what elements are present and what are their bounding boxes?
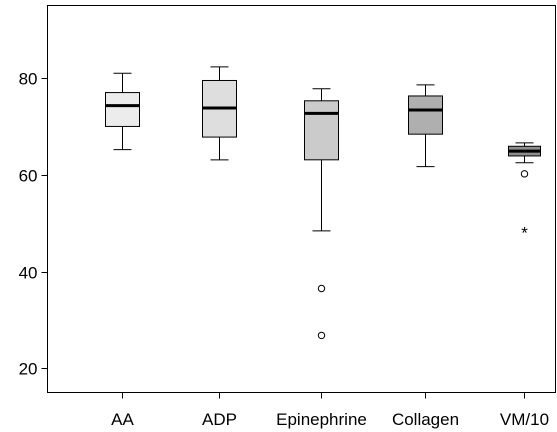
- x-tick-label: AA: [111, 410, 134, 429]
- box-2: [304, 88, 339, 340]
- extreme-point: *: [521, 223, 528, 242]
- x-tick-label: Epinephrine: [276, 410, 367, 429]
- boxes-layer: *: [105, 66, 541, 340]
- y-tick-label: 60: [19, 167, 38, 186]
- box-4: *: [508, 142, 541, 242]
- plot-frame: [47, 5, 556, 393]
- outlier-point: [317, 284, 326, 293]
- iqr-box: [408, 95, 443, 135]
- box-1: [202, 66, 237, 161]
- iqr-box: [105, 92, 140, 127]
- outlier-point: [317, 331, 326, 340]
- y-tick-label: 40: [19, 264, 38, 283]
- x-axis: AA ADP Epinephrine Collagen VM/10: [111, 392, 549, 429]
- x-tick-label: VM/10: [500, 410, 549, 429]
- y-tick-label: 80: [19, 70, 38, 89]
- box-3: [408, 84, 443, 168]
- x-tick-label: ADP: [202, 410, 237, 429]
- x-tick-label: Collagen: [392, 410, 459, 429]
- box-0: [105, 72, 140, 151]
- y-axis: 20 40 60 80: [19, 70, 48, 379]
- outlier-point: [520, 170, 529, 178]
- iqr-box: [304, 100, 339, 161]
- y-tick-label: 20: [19, 360, 38, 379]
